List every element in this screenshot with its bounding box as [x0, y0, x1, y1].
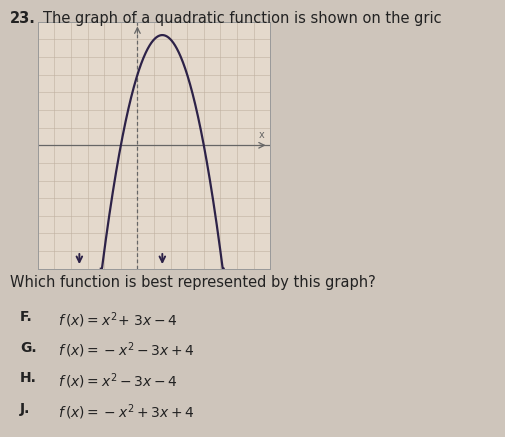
- Text: $f\,(x) = -x^2 + 3x + 4$: $f\,(x) = -x^2 + 3x + 4$: [58, 402, 195, 422]
- Text: $f\,(x) = x^2\!+\,3x - 4$: $f\,(x) = x^2\!+\,3x - 4$: [58, 310, 178, 330]
- Text: x: x: [259, 130, 265, 140]
- Text: J.: J.: [20, 402, 31, 416]
- Text: F.: F.: [20, 310, 33, 324]
- Text: Which function is best represented by this graph?: Which function is best represented by th…: [10, 275, 376, 290]
- Text: The graph of a quadratic function is shown on the gric: The graph of a quadratic function is sho…: [43, 11, 441, 26]
- Text: H.: H.: [20, 371, 37, 385]
- Text: G.: G.: [20, 341, 37, 355]
- Text: $f\,(x) = x^2 - 3x - 4$: $f\,(x) = x^2 - 3x - 4$: [58, 371, 178, 391]
- Text: 23.: 23.: [10, 11, 36, 26]
- Text: $f\,(x) = -x^2 - 3x + 4$: $f\,(x) = -x^2 - 3x + 4$: [58, 341, 195, 361]
